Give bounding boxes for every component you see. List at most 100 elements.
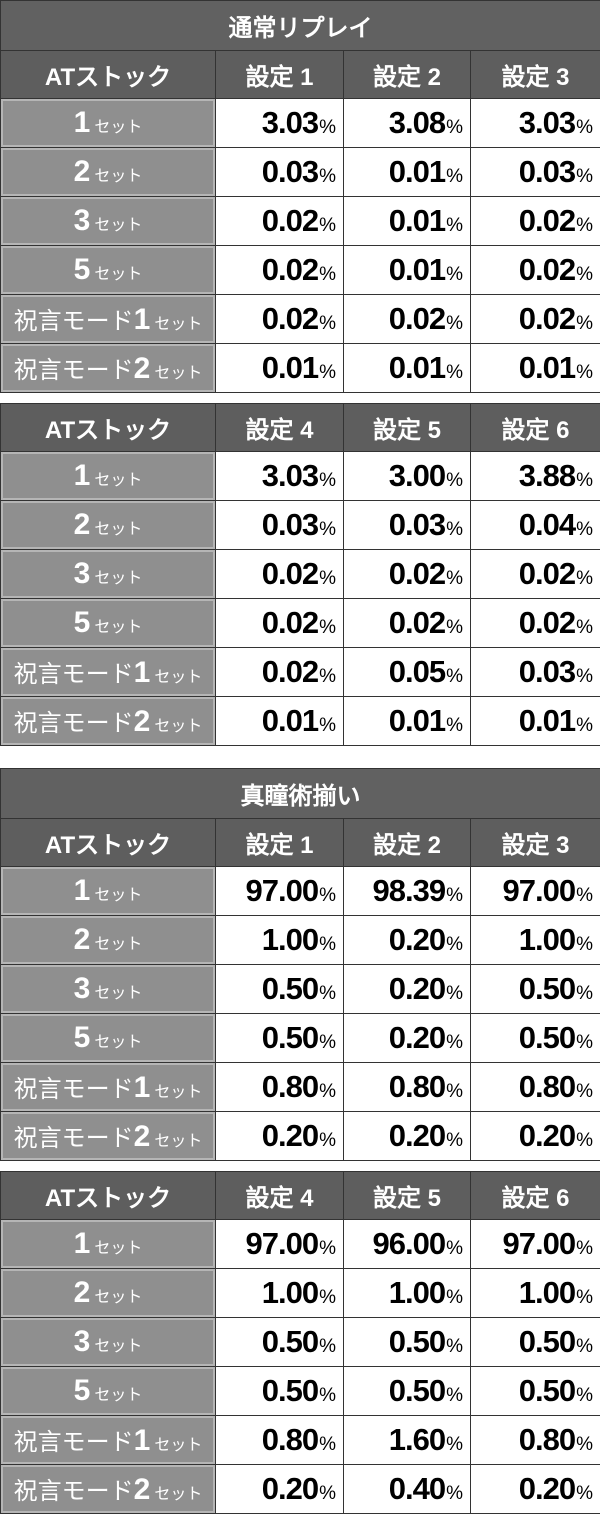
row-label: 祝言モード2 セット: [0, 1464, 216, 1514]
set-count: 3: [73, 204, 91, 237]
mode-label: 祝言モード: [13, 1125, 134, 1152]
percent-sign: %: [576, 617, 593, 638]
probability-cell: 1.60%: [343, 1415, 471, 1465]
row-label: 5 セット: [0, 245, 216, 295]
table-row: 祝言モード2 セット 0.01% 0.01% 0.01%: [0, 343, 600, 393]
set-count: 2: [73, 508, 91, 541]
probability-cell: 0.50%: [215, 964, 344, 1014]
probability-cell: 0.50%: [215, 1317, 344, 1367]
probability-value: 3.03: [261, 458, 319, 493]
probability-value: 0.40: [388, 1471, 446, 1506]
percent-sign: %: [576, 215, 593, 236]
probability-value: 1.00: [261, 1275, 319, 1310]
row-label: 3 セット: [0, 964, 216, 1014]
row-label: 2 セット: [0, 500, 216, 550]
probability-cell: 0.01%: [343, 343, 471, 393]
percent-sign: %: [446, 715, 463, 736]
table-row: 5 セット 0.50% 0.50% 0.50%: [0, 1366, 600, 1416]
probability-value: 0.01: [518, 703, 576, 738]
mode-label: 祝言モード: [13, 357, 134, 384]
percent-sign: %: [576, 470, 593, 491]
probability-value: 0.02: [261, 605, 319, 640]
table-row: 2 セット 0.03% 0.01% 0.03%: [0, 147, 600, 197]
probability-value: 0.02: [261, 203, 319, 238]
percent-sign: %: [319, 1032, 336, 1053]
percent-sign: %: [576, 885, 593, 906]
probability-value: 0.20: [518, 1471, 576, 1506]
probability-value: 0.02: [388, 556, 446, 591]
column-header: ATストック: [0, 818, 216, 867]
probability-cell: 0.03%: [343, 500, 471, 550]
set-unit: セット: [94, 266, 143, 283]
probability-cell: 3.03%: [215, 451, 344, 501]
probability-value: 0.03: [261, 507, 319, 542]
percent-sign: %: [319, 666, 336, 687]
percent-sign: %: [446, 1238, 463, 1259]
percent-sign: %: [319, 117, 336, 138]
set-count: 1: [73, 106, 91, 139]
probability-cell: 0.03%: [215, 147, 344, 197]
probability-value: 0.50: [388, 1324, 446, 1359]
set-unit: セット: [94, 168, 143, 185]
column-header: 設定 2: [343, 50, 471, 99]
probability-cell: 0.02%: [215, 549, 344, 599]
row-label: 祝言モード2 セット: [0, 696, 216, 746]
probability-value: 3.03: [261, 105, 319, 140]
probability-value: 0.01: [388, 703, 446, 738]
probability-value: 0.50: [261, 1324, 319, 1359]
column-header: 設定 5: [343, 403, 471, 452]
row-label: 祝言モード1 セット: [0, 647, 216, 697]
set-unit: セット: [154, 718, 203, 735]
set-unit: セット: [94, 521, 143, 538]
row-label: 2 セット: [0, 147, 216, 197]
probability-cell: 0.20%: [470, 1111, 600, 1161]
probability-cell: 1.00%: [215, 915, 344, 965]
set-count: 3: [73, 1325, 91, 1358]
probability-cell: 0.50%: [470, 1317, 600, 1367]
probability-cell: 1.00%: [343, 1268, 471, 1318]
table-row: 3 セット 0.02% 0.02% 0.02%: [0, 549, 600, 599]
set-count: 5: [73, 1374, 91, 1407]
set-count: 2: [133, 352, 151, 385]
column-header: ATストック: [0, 50, 216, 99]
set-unit: セット: [94, 1240, 143, 1257]
probability-cell: 97.00%: [215, 866, 344, 916]
probability-cell: 0.02%: [470, 549, 600, 599]
probability-cell: 0.01%: [470, 343, 600, 393]
section-title-row: 通常リプレイ: [0, 0, 600, 51]
probability-value: 0.03: [261, 154, 319, 189]
table-gap: [0, 393, 600, 403]
column-header: 設定 5: [343, 1171, 471, 1220]
row-label: 5 セット: [0, 598, 216, 648]
probability-value: 0.02: [518, 556, 576, 591]
probability-value: 0.80: [518, 1422, 576, 1457]
probability-cell: 0.50%: [470, 1366, 600, 1416]
set-unit: セット: [154, 1084, 203, 1101]
mode-label: 祝言モード: [13, 308, 134, 335]
probability-cell: 0.01%: [215, 343, 344, 393]
percent-sign: %: [319, 215, 336, 236]
probability-value: 0.50: [518, 1373, 576, 1408]
table-row: 5 セット 0.02% 0.02% 0.02%: [0, 598, 600, 648]
probability-cell: 0.50%: [470, 964, 600, 1014]
probability-value: 0.80: [518, 1069, 576, 1104]
probability-value: 98.39: [372, 873, 447, 908]
row-label: 1 セット: [0, 98, 216, 148]
column-header: 設定 4: [215, 1171, 344, 1220]
section-title-row: 真瞳術揃い: [0, 768, 600, 819]
column-header: 設定 1: [215, 50, 344, 99]
percent-sign: %: [319, 166, 336, 187]
table-row: 祝言モード1 セット 0.02% 0.02% 0.02%: [0, 294, 600, 344]
probability-table: 通常リプレイ ATストック 設定 1 設定 2 設定 3 1 セット 3.03% 3.08% 3.…: [0, 0, 600, 393]
probability-value: 0.01: [388, 350, 446, 385]
set-unit: セット: [94, 472, 143, 489]
percent-sign: %: [576, 1081, 593, 1102]
percent-sign: %: [319, 313, 336, 334]
probability-value: 0.01: [388, 252, 446, 287]
probability-cell: 97.00%: [215, 1219, 344, 1269]
percent-sign: %: [446, 1081, 463, 1102]
set-count: 1: [73, 1227, 91, 1260]
row-label: 3 セット: [0, 549, 216, 599]
set-count: 2: [73, 923, 91, 956]
percent-sign: %: [319, 1238, 336, 1259]
